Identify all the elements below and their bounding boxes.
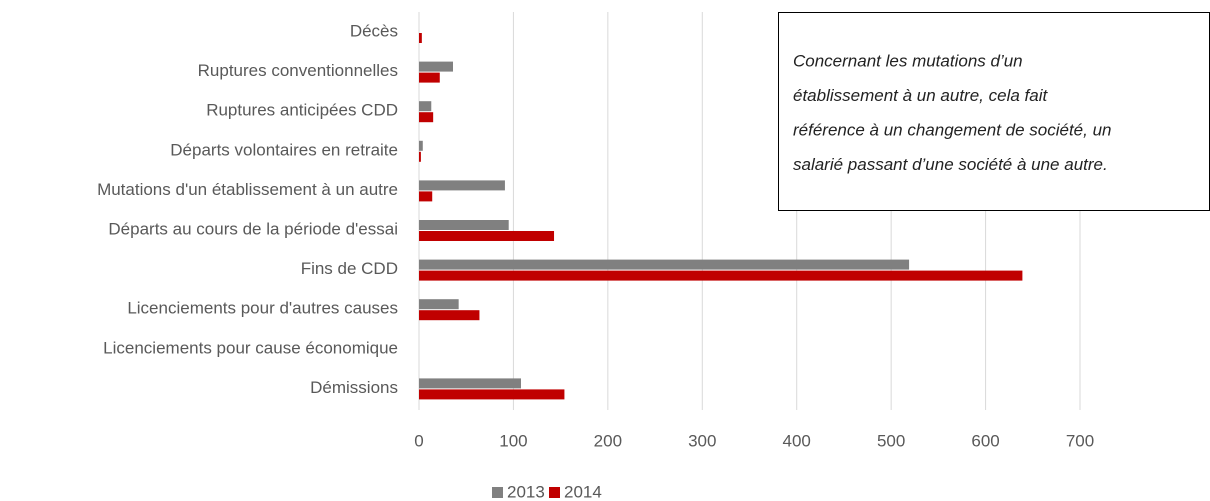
x-tick-label: 400: [783, 431, 811, 450]
y-tick-label: Ruptures conventionnelles: [198, 61, 398, 80]
x-tick-label: 200: [594, 431, 622, 450]
legend-label: 2014: [564, 482, 602, 501]
legend-swatch: [549, 487, 560, 498]
annotation-text: salarié passant d’une société à une autr…: [793, 155, 1108, 174]
bar: [419, 33, 422, 43]
y-tick-label: Licenciements pour cause économique: [103, 338, 398, 357]
bar: [419, 180, 505, 191]
x-tick-label: 0: [414, 431, 423, 450]
bar: [419, 259, 910, 270]
annotation-text: référence à un changement de société, un: [793, 120, 1112, 139]
bar: [419, 231, 555, 241]
x-tick-label: 300: [688, 431, 716, 450]
bar: [419, 299, 459, 310]
y-tick-label: Départs volontaires en retraite: [170, 140, 398, 159]
y-tick-label: Licenciements pour d'autres causes: [127, 299, 398, 318]
bar: [419, 378, 521, 389]
annotation-box: [778, 12, 1210, 211]
bar: [419, 270, 1023, 281]
bar: [419, 72, 440, 83]
x-tick-label: 700: [1066, 431, 1094, 450]
y-tick-label: Ruptures anticipées CDD: [206, 101, 398, 120]
bar: [419, 61, 453, 72]
y-tick-label: Fins de CDD: [301, 259, 398, 278]
x-tick-label: 600: [971, 431, 999, 450]
annotation-text: établissement à un autre, cela fait: [793, 86, 1048, 105]
y-tick-label: Départs au cours de la période d'essai: [108, 219, 398, 238]
legend-swatch: [492, 487, 503, 498]
y-tick-label: Décès: [350, 21, 398, 40]
y-tick-label: Mutations d'un établissement à un autre: [97, 180, 398, 199]
bar: [419, 220, 509, 230]
bar: [419, 151, 421, 162]
bar: [419, 112, 434, 123]
bar: [419, 191, 433, 202]
bar: [419, 389, 565, 400]
bar: [419, 101, 432, 112]
bar: [419, 140, 423, 151]
annotation-text: Concernant les mutations d’un: [793, 51, 1023, 70]
legend-label: 2013: [507, 482, 545, 501]
y-tick-label: Démissions: [310, 378, 398, 397]
x-tick-label: 100: [499, 431, 527, 450]
x-tick-label: 500: [877, 431, 905, 450]
bar: [419, 310, 480, 321]
